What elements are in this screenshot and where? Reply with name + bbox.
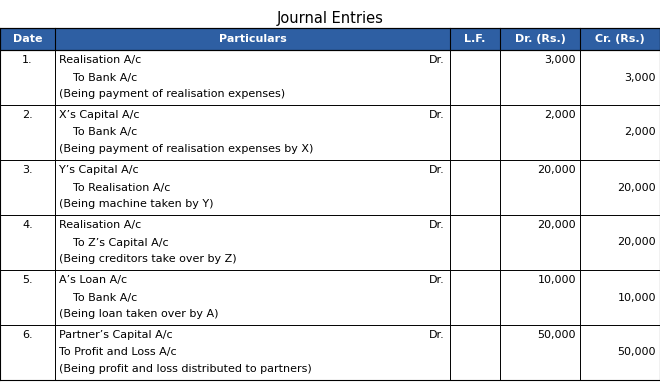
Text: 20,000: 20,000 xyxy=(537,165,576,175)
Text: 20,000: 20,000 xyxy=(537,220,576,230)
Text: 50,000: 50,000 xyxy=(537,330,576,340)
Text: Realisation A/c: Realisation A/c xyxy=(59,55,141,65)
Text: 20,000: 20,000 xyxy=(617,238,656,248)
Text: Y’s Capital A/c: Y’s Capital A/c xyxy=(59,165,139,175)
Text: Partner’s Capital A/c: Partner’s Capital A/c xyxy=(59,330,173,340)
Text: 1.: 1. xyxy=(22,55,33,65)
Text: 3,000: 3,000 xyxy=(544,55,576,65)
Text: (Being profit and loss distributed to partners): (Being profit and loss distributed to pa… xyxy=(59,364,312,374)
Text: Particulars: Particulars xyxy=(218,34,286,44)
Text: Realisation A/c: Realisation A/c xyxy=(59,220,141,230)
Text: Journal Entries: Journal Entries xyxy=(277,10,383,26)
Text: X’s Capital A/c: X’s Capital A/c xyxy=(59,110,139,120)
Text: Dr.: Dr. xyxy=(429,55,445,65)
Text: Dr.: Dr. xyxy=(429,330,445,340)
Text: 50,000: 50,000 xyxy=(618,348,656,358)
Bar xyxy=(0,28,660,50)
Text: To Profit and Loss A/c: To Profit and Loss A/c xyxy=(59,348,177,358)
Text: To Realisation A/c: To Realisation A/c xyxy=(59,183,170,192)
Text: 10,000: 10,000 xyxy=(618,293,656,303)
Text: (Being payment of realisation expenses by X): (Being payment of realisation expenses b… xyxy=(59,144,314,154)
Text: To Bank A/c: To Bank A/c xyxy=(59,72,137,82)
Text: To Bank A/c: To Bank A/c xyxy=(59,127,137,137)
Text: Dr.: Dr. xyxy=(429,110,445,120)
Text: 3,000: 3,000 xyxy=(624,72,656,82)
Text: 3.: 3. xyxy=(22,165,33,175)
Text: (Being loan taken over by A): (Being loan taken over by A) xyxy=(59,309,218,319)
Text: (Being creditors take over by Z): (Being creditors take over by Z) xyxy=(59,254,237,264)
Text: Dr. (Rs.): Dr. (Rs.) xyxy=(515,34,566,44)
Text: Cr. (Rs.): Cr. (Rs.) xyxy=(595,34,645,44)
Text: A’s Loan A/c: A’s Loan A/c xyxy=(59,275,127,285)
Text: 5.: 5. xyxy=(22,275,33,285)
Text: To Z’s Capital A/c: To Z’s Capital A/c xyxy=(59,238,168,248)
Text: (Being payment of realisation expenses): (Being payment of realisation expenses) xyxy=(59,89,285,99)
Text: To Bank A/c: To Bank A/c xyxy=(59,293,137,303)
Text: Dr.: Dr. xyxy=(429,165,445,175)
Text: 2,000: 2,000 xyxy=(624,127,656,137)
Text: 4.: 4. xyxy=(22,220,33,230)
Text: L.F.: L.F. xyxy=(465,34,486,44)
Text: Date: Date xyxy=(13,34,42,44)
Text: 2.: 2. xyxy=(22,110,33,120)
Text: Dr.: Dr. xyxy=(429,220,445,230)
Text: 10,000: 10,000 xyxy=(537,275,576,285)
Text: 20,000: 20,000 xyxy=(617,183,656,192)
Text: (Being machine taken by Y): (Being machine taken by Y) xyxy=(59,199,213,209)
Text: Dr.: Dr. xyxy=(429,275,445,285)
Text: 6.: 6. xyxy=(22,330,33,340)
Text: 2,000: 2,000 xyxy=(544,110,576,120)
